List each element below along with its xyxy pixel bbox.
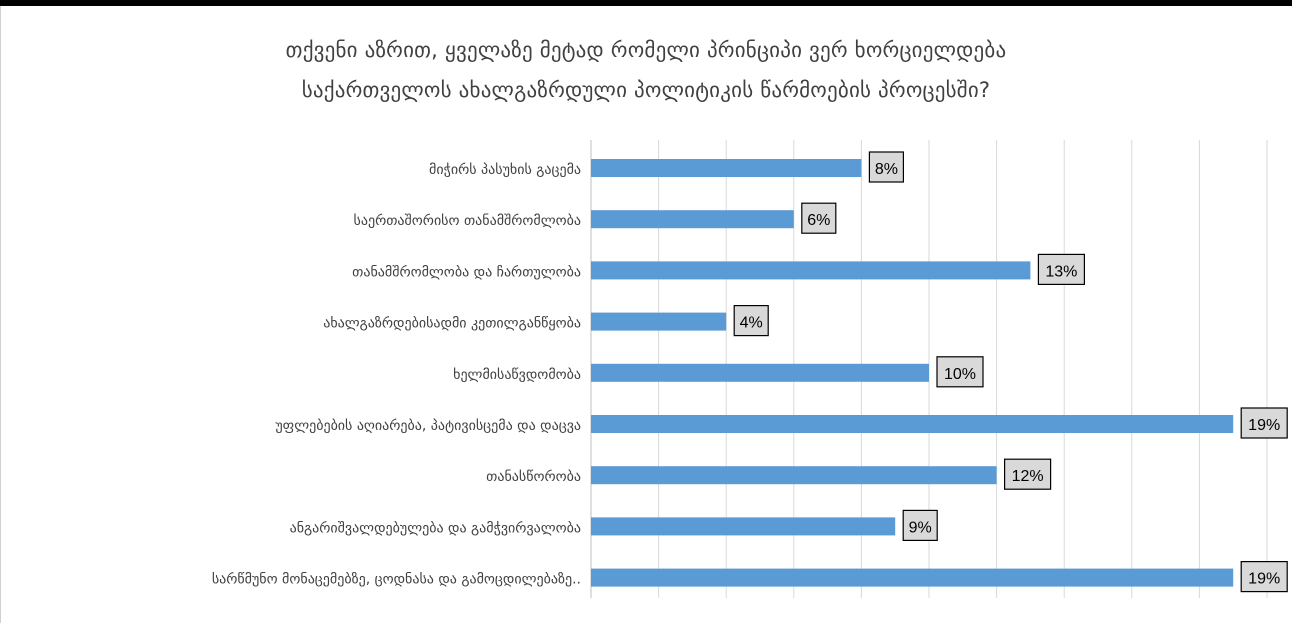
category-label: მიჭირს პასუხის გაცემა	[429, 161, 581, 178]
data-label-box	[801, 202, 837, 234]
data-label-box	[936, 356, 984, 388]
bar	[591, 568, 1234, 587]
data-label-box	[868, 151, 905, 183]
data-label: 8%	[875, 161, 898, 178]
chart-title-line-1: თქვენი აზრით, ყველაზე მეტად რომელი პრინც…	[285, 38, 1007, 62]
category-label: ხელმისაწვდომობა	[453, 367, 581, 383]
data-label: 13%	[1045, 263, 1077, 280]
category-label: უფლებების აღიარება, პატივისცემა და დაცვა	[275, 417, 581, 434]
category-label: სარწმუნო მონაცემებზე, ცოდნასა და გამოცდი…	[212, 571, 581, 588]
data-label-box	[1240, 407, 1288, 439]
data-label-box	[902, 509, 938, 541]
data-label-box	[1037, 253, 1086, 285]
data-label: 10%	[944, 366, 976, 383]
category-label: თანასწორობა	[486, 468, 581, 485]
data-label: 4%	[740, 315, 763, 332]
bar	[591, 363, 929, 382]
category-label: ანგარიშვალდებულება და გამჭვირვალობა	[290, 519, 581, 536]
chart-title-line-2: საქართველოს ახალგაზრდული პოლიტიკის წარმო…	[301, 78, 991, 102]
data-label: 6%	[807, 212, 830, 229]
data-label: 9%	[909, 519, 932, 536]
top-border	[0, 0, 1292, 6]
data-label: 19%	[1248, 417, 1280, 434]
bar	[591, 517, 896, 536]
bar	[591, 415, 1234, 433]
category-label: ახალგაზრდებისადმი კეთილგანწყობა	[323, 315, 581, 332]
left-border	[0, 6, 1, 623]
bar	[591, 261, 1031, 280]
category-label: თანამშრომლობა და ჩართულობა	[352, 263, 581, 280]
bar	[591, 210, 794, 229]
data-label-box	[1003, 458, 1052, 490]
bar	[591, 312, 727, 331]
data-label: 12%	[1012, 468, 1044, 485]
data-label: 19%	[1248, 571, 1280, 588]
bar	[591, 466, 997, 485]
bar	[591, 159, 862, 177]
category-label: საერთაშორისო თანამშრომლობა	[354, 212, 581, 229]
data-label-box	[733, 305, 769, 337]
data-label-box	[1240, 560, 1288, 593]
